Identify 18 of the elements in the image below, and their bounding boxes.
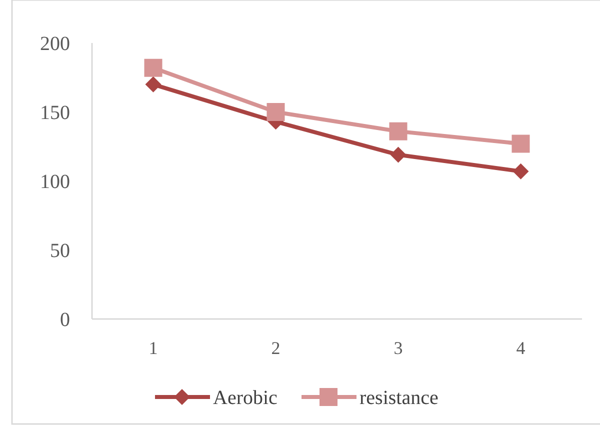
y-tick-label: 50 [50, 240, 70, 262]
point [512, 134, 530, 153]
y-tick-label: 200 [40, 33, 70, 55]
x-tick-label: 2 [271, 338, 280, 358]
y-tick-label: 100 [40, 171, 70, 193]
point [266, 103, 285, 121]
x-tick-label: 3 [394, 338, 403, 358]
y-tick-label: 0 [60, 309, 70, 331]
point [144, 58, 162, 77]
point [512, 163, 529, 180]
y-tick-label: 150 [40, 102, 70, 124]
point [390, 146, 406, 163]
x-tick-label: 1 [148, 338, 158, 358]
x-tick-label: 4 [516, 338, 526, 358]
legend-label: resistance [360, 387, 438, 409]
point [145, 76, 162, 92]
point [389, 122, 408, 140]
legend-label: Aerobic [213, 387, 278, 409]
